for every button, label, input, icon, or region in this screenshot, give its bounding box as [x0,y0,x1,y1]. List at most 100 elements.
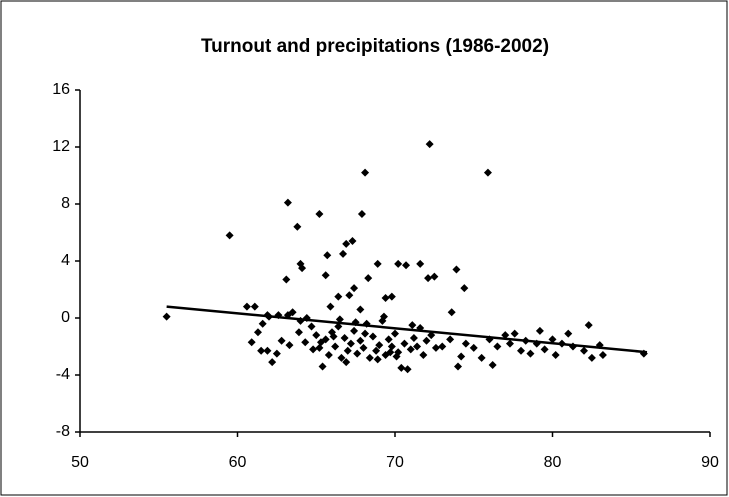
point [469,343,478,352]
point [384,335,393,344]
point [283,198,292,207]
point [568,342,577,351]
point [356,336,365,345]
point [379,312,388,321]
point [375,341,384,350]
point [359,343,368,352]
y-tick-label: 8 [61,195,70,212]
point [446,335,455,344]
point [416,323,425,332]
y-tick-label: 0 [61,309,70,326]
point [274,311,283,320]
point [326,302,335,311]
point [340,333,349,342]
point [268,358,277,367]
point [282,275,291,284]
point [501,331,510,340]
point [343,346,352,355]
point [253,328,262,337]
y-tick-label: -4 [56,366,70,383]
point [353,349,362,358]
point [364,274,373,283]
point [345,291,354,300]
point [288,308,297,317]
point [315,209,324,218]
x-tick-label: 90 [701,454,719,471]
point [265,312,273,321]
point [350,284,359,293]
point [532,339,541,348]
point [296,316,305,325]
point [452,265,461,274]
x-tick-label: 60 [229,454,247,471]
point [351,318,360,327]
point [413,342,422,351]
point [488,361,497,370]
point [298,264,307,273]
point [564,329,573,338]
point [329,332,338,341]
point [309,345,318,354]
point [427,331,436,340]
point [361,168,370,177]
point [400,339,409,348]
point [551,351,560,360]
point [392,352,401,361]
point [356,305,365,314]
point [334,322,343,331]
point [422,336,431,345]
point [447,308,456,317]
point [339,249,348,258]
point [391,329,399,338]
point [294,328,303,337]
point [307,322,316,331]
point [419,351,428,360]
point [587,353,596,362]
point [263,346,272,355]
point [408,321,417,330]
point [457,352,466,361]
point [357,209,366,218]
y-tick-label: 4 [61,252,70,269]
point [323,251,332,260]
point [247,338,256,347]
point [416,259,425,268]
point [346,339,355,348]
point [386,348,395,357]
point [431,343,440,352]
trend-line [166,305,648,354]
point [387,292,396,301]
point [324,351,333,360]
point [402,261,411,270]
point [595,341,604,350]
point [510,329,519,338]
point [348,237,357,246]
point [301,338,310,347]
point [387,342,396,351]
point [272,349,281,358]
point [438,342,447,351]
point [394,259,403,268]
point [409,333,418,342]
point [540,345,549,354]
point [430,272,439,281]
point [485,335,494,344]
point [521,336,530,345]
point [461,339,470,348]
point [403,365,412,374]
y-tick-label: -8 [56,423,70,440]
point [373,355,382,364]
point [598,351,607,360]
point [302,314,311,322]
point [483,168,492,177]
point [337,353,346,362]
y-tick-label: 12 [52,138,70,155]
point [535,326,544,335]
point [321,271,330,280]
point [373,259,382,268]
point [548,335,557,344]
x-tick-label: 80 [544,454,562,471]
point [517,346,525,355]
